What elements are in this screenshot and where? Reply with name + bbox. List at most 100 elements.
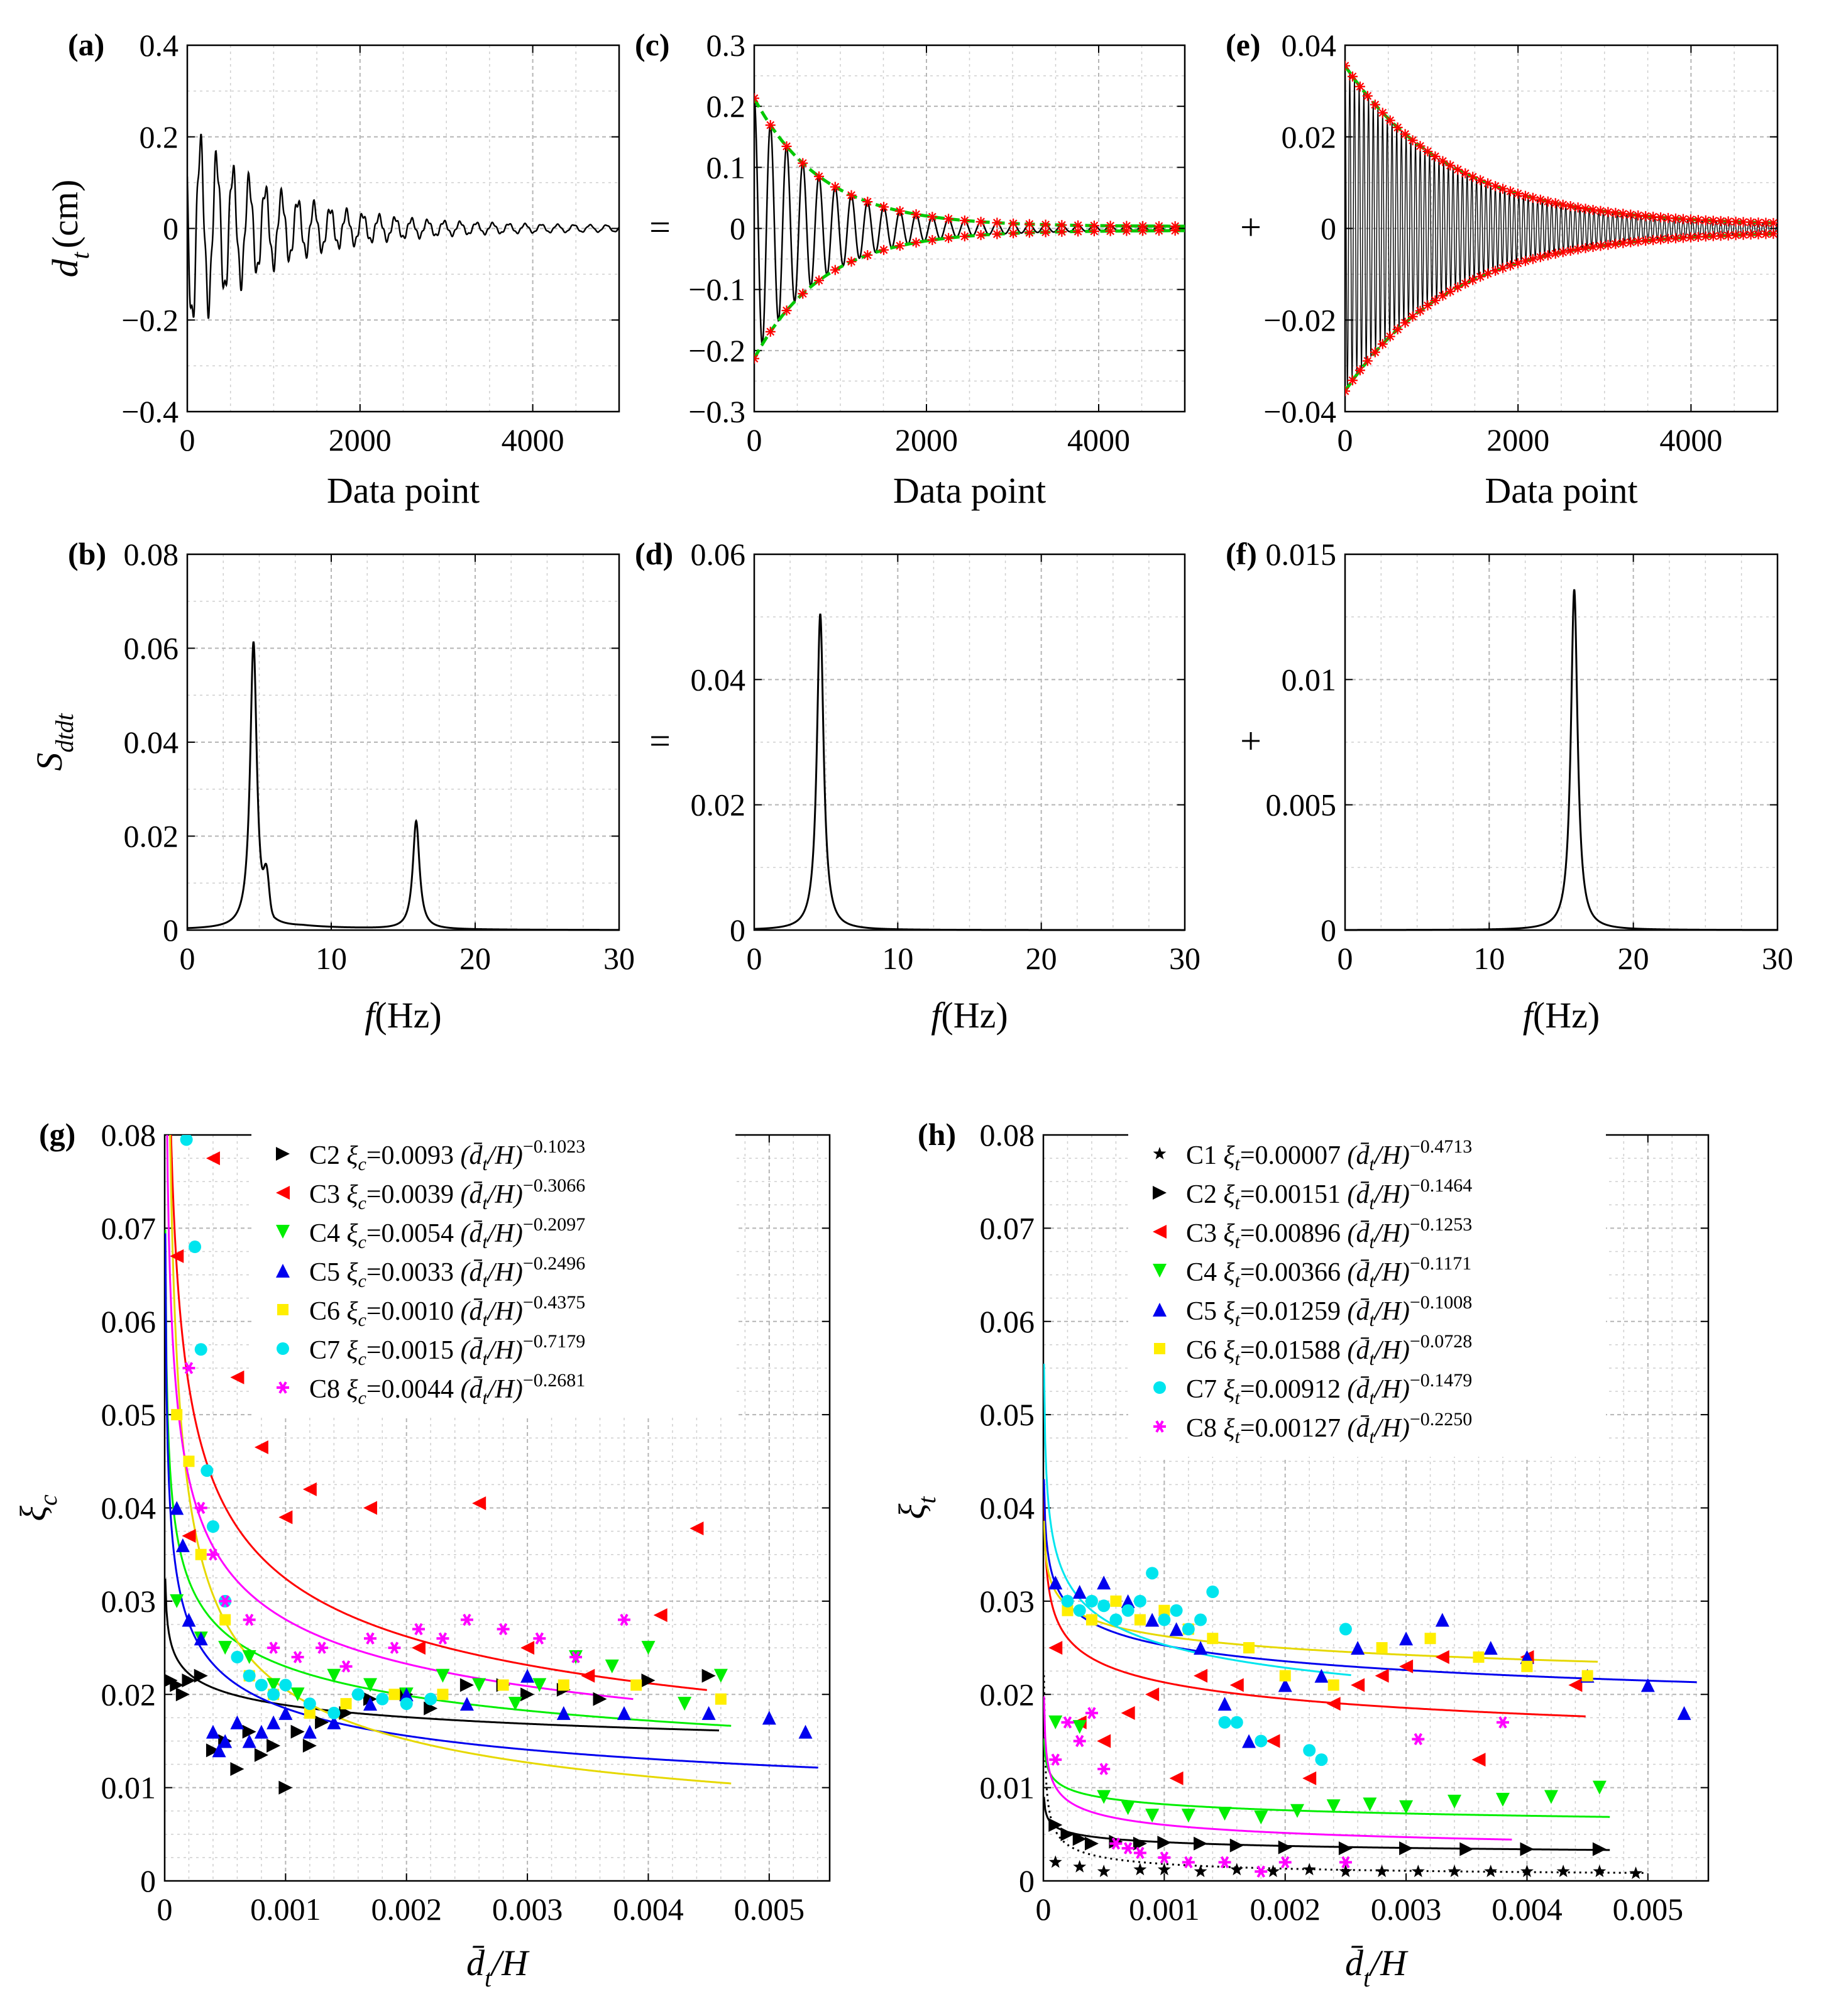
legend-entry: C4 ξc=0.0054 (d̄t/H)−0.2097 xyxy=(309,1214,585,1252)
fit-curve-c2 xyxy=(165,1578,720,1732)
peak-marker xyxy=(879,202,889,212)
data-point xyxy=(533,1632,546,1645)
data-point xyxy=(266,1738,281,1753)
peak-marker xyxy=(1648,211,1659,222)
signal-line xyxy=(754,98,1185,347)
data-point xyxy=(1153,1186,1167,1200)
data-point xyxy=(170,1678,184,1692)
peak-marker xyxy=(1745,229,1756,240)
signal-group xyxy=(187,133,619,319)
peak-marker xyxy=(927,234,938,245)
data-point xyxy=(1157,1836,1172,1850)
legend-exponent: −0.2496 xyxy=(523,1253,585,1274)
peak-marker xyxy=(1073,220,1084,231)
x-axis-label: Data point xyxy=(893,470,1046,511)
peak-marker xyxy=(1573,244,1583,255)
peak-marker xyxy=(1498,184,1508,194)
legend-entry: C3 ξc=0.0039 (d̄t/H)−0.3066 xyxy=(309,1175,585,1213)
data-point xyxy=(1206,1586,1219,1599)
data-point xyxy=(1376,1642,1388,1654)
data-point xyxy=(437,1689,449,1701)
fit-curve-c3 xyxy=(1043,1495,1586,1717)
data-point xyxy=(242,1724,256,1739)
y-axis-label-sub: t xyxy=(913,1496,941,1504)
peak-marker xyxy=(1640,236,1651,246)
peak-marker xyxy=(1685,232,1696,243)
y-tick-label: 0.08 xyxy=(980,1117,1035,1153)
data-point xyxy=(581,1668,595,1683)
data-point xyxy=(1677,1706,1691,1720)
data-point xyxy=(1471,1753,1486,1767)
data-point xyxy=(277,1381,289,1394)
x-tick-label: 0.004 xyxy=(1492,1892,1563,1927)
peak-marker xyxy=(1768,229,1777,239)
data-point xyxy=(277,1342,289,1355)
y-tick-label: 0 xyxy=(163,211,179,246)
peak-marker xyxy=(1768,217,1777,228)
data-point xyxy=(701,1668,716,1683)
legend-coef: 0.00912 xyxy=(1255,1375,1341,1404)
peak-marker xyxy=(1347,71,1358,82)
fit-curve-c5 xyxy=(165,1233,818,1769)
signal-line xyxy=(187,133,619,319)
panel-b: 0 10 20 30 0 0.02 0.04 0.06 0.08 (b) f(Hz) Sdtdt xyxy=(29,536,635,1036)
legend-base-rest: /H) xyxy=(486,1141,523,1170)
peak-marker xyxy=(846,256,857,267)
legend-xi: ξ xyxy=(347,1375,358,1404)
legend-base: (d̄ xyxy=(1341,1219,1370,1248)
data-point xyxy=(569,1651,583,1663)
data-point xyxy=(170,1501,184,1515)
data-point xyxy=(1266,1734,1280,1748)
y-tick-label: 0.06 xyxy=(691,537,746,572)
x-axis-label-rest: /H xyxy=(1368,1942,1409,1983)
data-point xyxy=(762,1711,776,1725)
peak-marker xyxy=(1370,99,1380,110)
legend-base: (d̄ xyxy=(1341,1414,1370,1443)
data-point xyxy=(1170,1604,1183,1617)
y-axis-label: Sdtdt xyxy=(29,713,79,771)
legend-base: (d̄ xyxy=(454,1375,483,1404)
peak-marker xyxy=(1415,141,1426,151)
data-point xyxy=(1145,1687,1160,1702)
peak-marker xyxy=(1535,252,1546,263)
x-tick-label: 0 xyxy=(157,1892,173,1927)
legend-exponent: −0.2250 xyxy=(1410,1409,1472,1430)
data-point xyxy=(556,1706,571,1720)
panel-label: (h) xyxy=(918,1117,956,1152)
data-point xyxy=(278,1780,293,1795)
x-tick-label: 0.005 xyxy=(734,1892,805,1927)
panel-c: 0 2000 4000 −0.3 −0.2 −0.1 0 0.1 0.2 0.3 (c) = Data … xyxy=(635,27,1186,511)
legend-equals: = xyxy=(366,1141,382,1170)
legend-equals: = xyxy=(366,1375,382,1404)
fit-curve-c6 xyxy=(169,1135,732,1785)
panel-operator: = xyxy=(649,207,671,248)
peak-marker xyxy=(1347,375,1358,386)
spectrum-line xyxy=(754,613,1185,931)
data-point xyxy=(276,1186,290,1200)
peak-marker xyxy=(1633,236,1644,247)
peak-marker xyxy=(1723,230,1733,241)
data-point xyxy=(316,1641,329,1654)
legend-series-name: C6 xyxy=(309,1297,347,1326)
x-axis-label: f(Hz) xyxy=(1523,995,1600,1036)
data-point xyxy=(1278,1856,1292,1869)
data-point xyxy=(715,1693,727,1705)
peak-marker xyxy=(1558,199,1568,210)
legend-base-sub: t xyxy=(483,1388,488,1408)
data-point xyxy=(303,1697,316,1711)
peak-marker xyxy=(1008,218,1019,229)
data-point xyxy=(276,1147,290,1161)
y-tick-label: 0.02 xyxy=(691,787,746,823)
peak-marker xyxy=(1738,229,1749,240)
data-point xyxy=(412,1623,425,1636)
peak-marker xyxy=(1490,265,1501,276)
peak-marker xyxy=(1400,317,1410,328)
peak-marker xyxy=(765,326,776,337)
legend-coef: 0.00151 xyxy=(1255,1180,1341,1209)
panel-operator: = xyxy=(649,720,671,762)
peak-marker xyxy=(1453,282,1463,293)
data-point xyxy=(1339,1865,1353,1878)
data-point xyxy=(1593,1865,1607,1878)
data-point xyxy=(1229,1678,1244,1692)
y-tick-label: 0.06 xyxy=(124,631,179,666)
